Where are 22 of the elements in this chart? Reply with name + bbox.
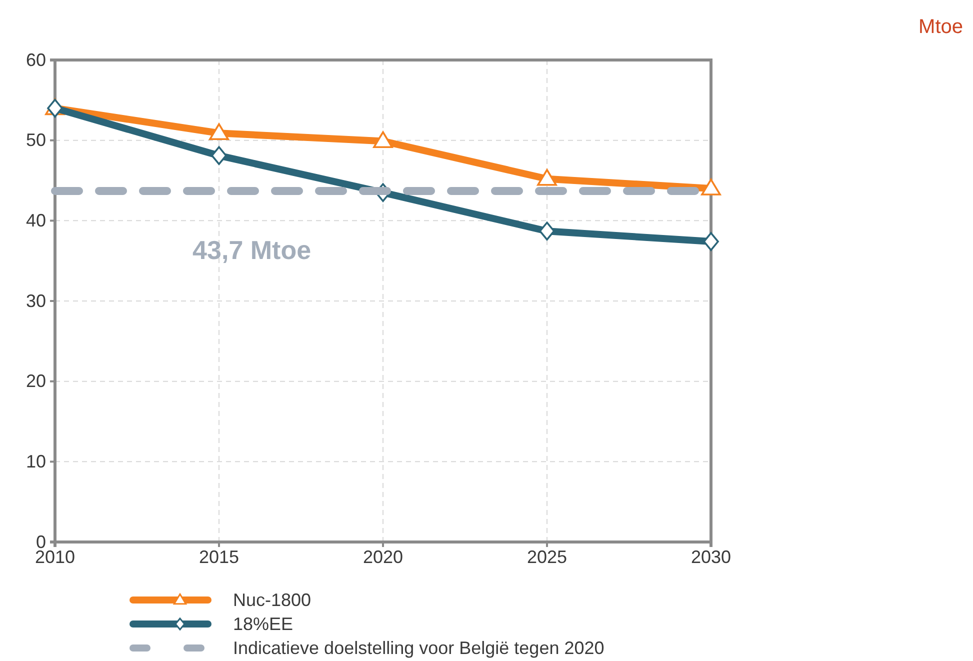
y-tick-label: 10 [26,451,46,472]
legend-label: Nuc-1800 [233,590,312,610]
point [703,232,719,251]
legend-label: 18%EE [233,614,294,634]
point [537,168,557,186]
legend-label: Indicatieve doelstelling voor België tegen 2020 [233,638,604,658]
y-tick-label: 60 [26,50,46,70]
x-tick-label: 2015 [198,546,240,567]
point [373,131,393,148]
y-tick-label: 50 [26,130,46,150]
point [209,123,229,140]
x-tick-label: 2020 [362,546,404,567]
x-tick-label: 2025 [526,546,568,567]
point [539,222,555,241]
x-tick-label: 2030 [690,546,732,567]
point [701,178,721,196]
y-tick-label: 40 [26,210,46,230]
text: Mtoe [918,16,963,38]
point [211,146,227,165]
y-tick-label: 30 [26,290,46,311]
annotation: 43,7 Mtoe [192,234,312,265]
y-tick-label: 20 [26,371,46,392]
